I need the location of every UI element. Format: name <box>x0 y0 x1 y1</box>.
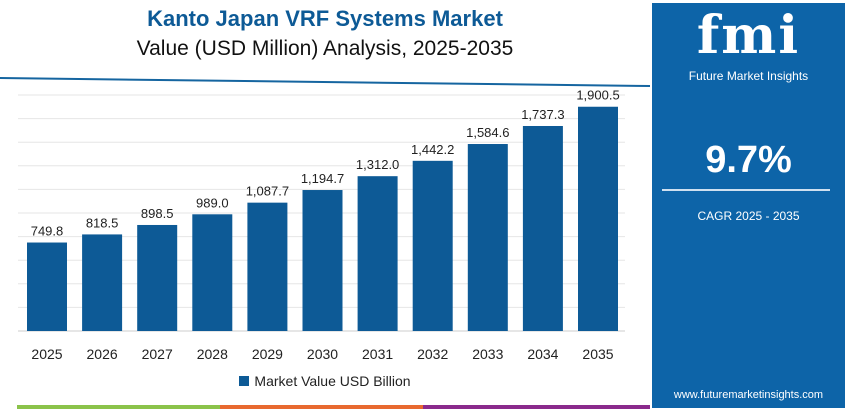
legend-label: Market Value USD Billion <box>254 373 411 389</box>
data-label-2031: 1,312.0 <box>356 157 399 172</box>
data-label-2032: 1,442.2 <box>411 142 454 157</box>
data-label-2027: 898.5 <box>141 206 174 221</box>
bar-2032 <box>412 160 453 331</box>
data-label-2026: 818.5 <box>86 215 119 230</box>
data-label-2025: 749.8 <box>31 224 64 239</box>
website-url[interactable]: www.futuremarketinsights.com <box>673 389 824 401</box>
bar-2026 <box>82 234 123 331</box>
data-label-2028: 989.0 <box>196 195 229 210</box>
x-tick-2027: 2027 <box>142 346 173 362</box>
info-panel: fmi Future Market Insights 9.7% CAGR 202… <box>652 3 845 408</box>
accent-bar-purple <box>423 405 650 409</box>
bar-2035 <box>578 106 618 331</box>
chart-title: Kanto Japan VRF Systems Market <box>147 6 503 31</box>
fmi-logo: fmi <box>696 5 801 66</box>
bar-2033 <box>467 144 508 331</box>
bar-2025 <box>27 242 67 331</box>
bar-2029 <box>247 202 288 331</box>
data-label-2034: 1,737.3 <box>521 107 564 122</box>
logo-subtitle: Future Market Insights <box>688 69 809 83</box>
data-label-2030: 1,194.7 <box>301 171 344 186</box>
cagr-label: CAGR 2025 - 2035 <box>697 209 800 223</box>
accent-bar-green <box>17 405 220 409</box>
cagr-value: 9.7% <box>705 139 792 181</box>
legend: Market Value USD Billion <box>0 373 650 390</box>
data-label-2035: 1,900.5 <box>576 88 619 103</box>
x-tick-2033: 2033 <box>472 346 503 362</box>
x-tick-2026: 2026 <box>87 346 118 362</box>
x-tick-2028: 2028 <box>197 346 228 362</box>
data-label-2033: 1,584.6 <box>466 125 509 140</box>
divider <box>662 189 830 191</box>
x-tick-2029: 2029 <box>252 346 283 362</box>
title-underline <box>0 77 650 87</box>
bar-2027 <box>137 224 178 331</box>
x-tick-2031: 2031 <box>362 346 393 362</box>
x-tick-2025: 2025 <box>31 346 62 362</box>
data-label-2029: 1,087.7 <box>246 184 289 199</box>
x-tick-2034: 2034 <box>527 346 558 362</box>
accent-bar-orange <box>220 405 423 409</box>
bar-2030 <box>302 190 343 331</box>
chart-subtitle: Value (USD Million) Analysis, 2025-2035 <box>136 37 514 60</box>
x-tick-2032: 2032 <box>417 346 448 362</box>
x-tick-2030: 2030 <box>307 346 338 362</box>
bar-chart: 749.8 2025 818.5 2026 898.5 2027 989.0 2028 1,08… <box>0 77 650 362</box>
bar-2028 <box>192 214 233 331</box>
bar-2031 <box>357 176 398 331</box>
bar-2034 <box>522 125 563 331</box>
legend-swatch <box>239 376 250 386</box>
x-tick-2035: 2035 <box>582 346 613 362</box>
